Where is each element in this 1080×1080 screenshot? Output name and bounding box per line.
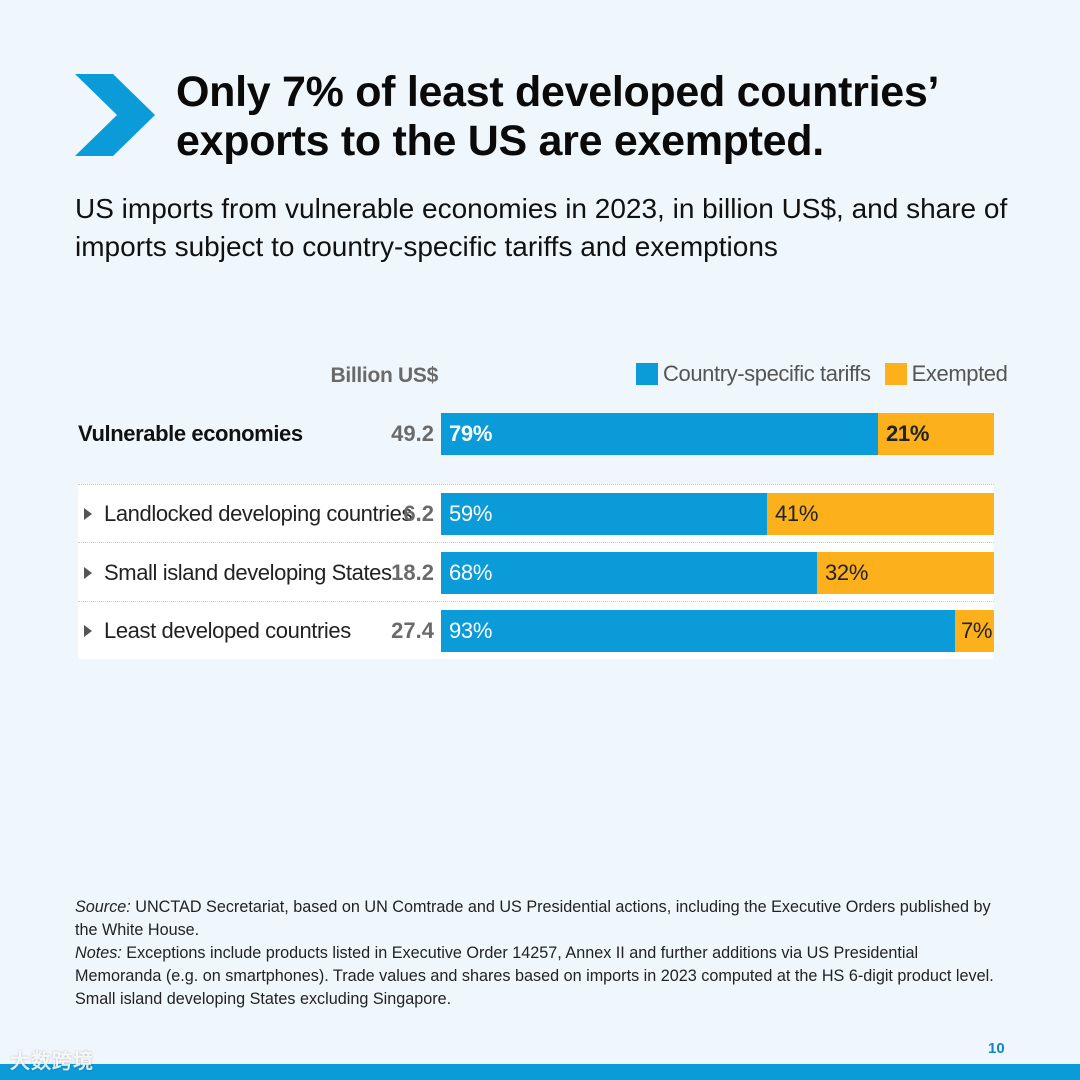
data-label-tariffs: 79% bbox=[449, 421, 493, 446]
row-separator bbox=[78, 542, 994, 543]
legend-swatch-tariffs bbox=[636, 363, 658, 385]
data-label-tariffs: 68% bbox=[449, 560, 493, 585]
notes-text: Exceptions include products listed in Ex… bbox=[75, 944, 994, 1008]
source-label: Source: bbox=[75, 898, 131, 916]
row-separator bbox=[78, 601, 994, 602]
legend-label-exempted: Exempted bbox=[911, 361, 1008, 386]
row-total-landlocked-developing-countries: 6.2 bbox=[403, 501, 434, 526]
row-label-text: Landlocked developing countries bbox=[104, 501, 413, 526]
row-total-vulnerable-economies: 49.2 bbox=[391, 421, 434, 446]
chart-subtitle: US imports from vulnerable economies in … bbox=[75, 193, 1008, 262]
bar-segment-tariffs bbox=[441, 493, 767, 535]
chevron-icon bbox=[75, 74, 155, 156]
expand-triangle-icon bbox=[84, 567, 92, 579]
bar-segment-tariffs bbox=[441, 413, 878, 455]
legend-swatch-exempted bbox=[884, 363, 907, 385]
row-label-vulnerable-economies: Vulnerable economies bbox=[78, 413, 303, 455]
expand-triangle-icon bbox=[84, 508, 92, 520]
bar-segment-exempted bbox=[817, 552, 994, 594]
row-total-small-island-developing-states: 18.2 bbox=[391, 560, 434, 585]
value-axis-label: Billion US$ bbox=[330, 364, 438, 387]
chart-legend: Country-specific tariffs Exempted bbox=[636, 360, 1008, 388]
watermark-logo: 大数跨境 bbox=[10, 1051, 94, 1073]
bottom-accent-bar bbox=[0, 1064, 1080, 1080]
page-number: 10 bbox=[988, 1040, 1005, 1057]
page-title: Only 7% of least developed countries’ ex… bbox=[176, 68, 937, 165]
data-label-exempted: 21% bbox=[886, 421, 930, 446]
bar-segment-tariffs bbox=[441, 552, 817, 594]
row-label-text: Small island developing States bbox=[104, 560, 392, 585]
bar-segment-exempted bbox=[955, 610, 994, 652]
data-label-exempted: 32% bbox=[825, 560, 869, 585]
legend-label-tariffs: Country-specific tariffs bbox=[663, 361, 871, 386]
bar-segment-exempted bbox=[878, 413, 994, 455]
legend-item-exempted: Exempted bbox=[884, 361, 1008, 387]
bar-segment-exempted bbox=[767, 493, 994, 535]
row-label-text: Vulnerable economies bbox=[78, 421, 303, 446]
footnotes: Source: UNCTAD Secretariat, based on UN … bbox=[75, 896, 995, 1011]
data-label-exempted: 41% bbox=[775, 501, 819, 526]
row-label-text: Least developed countries bbox=[104, 618, 351, 643]
source-note: Source: UNCTAD Secretariat, based on UN … bbox=[75, 896, 995, 942]
notes-label: Notes: bbox=[75, 944, 122, 962]
row-label-landlocked-developing-countries: Landlocked developing countries bbox=[78, 493, 412, 535]
row-total-least-developed-countries: 27.4 bbox=[391, 618, 434, 643]
data-label-tariffs: 59% bbox=[449, 501, 493, 526]
bar-segment-tariffs bbox=[441, 610, 955, 652]
data-label-tariffs: 93% bbox=[449, 618, 493, 643]
row-label-small-island-developing-states: Small island developing States bbox=[78, 552, 392, 594]
source-text: UNCTAD Secretariat, based on UN Comtrade… bbox=[75, 898, 991, 939]
expand-triangle-icon bbox=[84, 625, 92, 637]
row-label-least-developed-countries: Least developed countries bbox=[78, 610, 351, 652]
data-label-exempted: 7% bbox=[961, 618, 993, 643]
row-separator bbox=[78, 484, 994, 485]
notes: Notes: Exceptions include products liste… bbox=[75, 942, 995, 1011]
legend-item-tariffs: Country-specific tariffs bbox=[636, 361, 871, 387]
